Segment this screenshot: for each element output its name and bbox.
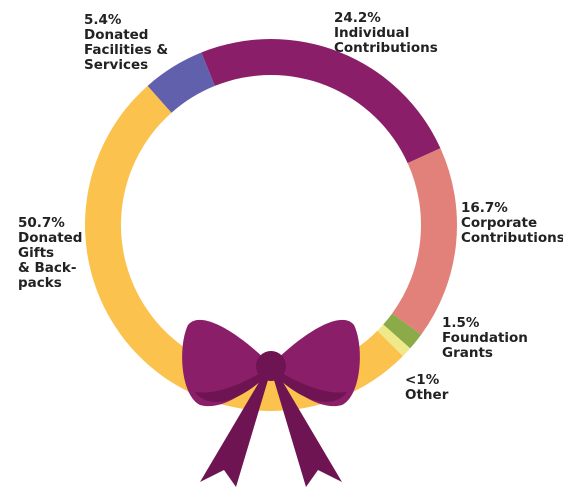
donut — [85, 39, 457, 411]
category-label: Foundation — [442, 330, 528, 346]
segment-label: <1%Other — [405, 372, 449, 403]
value-label: 50.7% — [18, 215, 65, 231]
donut-segment — [85, 85, 403, 411]
category-label: Donated — [84, 27, 148, 43]
value-label: 24.2% — [334, 10, 381, 26]
value-label: <1% — [405, 372, 440, 388]
category-label: Corporate — [461, 215, 537, 231]
category-label: Services — [84, 57, 148, 73]
bow-shade — [280, 372, 347, 402]
donut-segment — [377, 324, 411, 357]
category-label: Contributions — [461, 230, 563, 246]
category-label: Gifts — [18, 245, 54, 261]
category-label: Other — [405, 387, 449, 403]
ribbon-tail — [271, 362, 342, 487]
category-label: packs — [18, 275, 62, 291]
category-label: Grants — [442, 345, 493, 361]
value-label: 16.7% — [461, 200, 508, 216]
donut-segment — [383, 313, 422, 349]
category-label: Donated — [18, 230, 82, 246]
category-label: Contributions — [334, 40, 438, 56]
category-label: Facilities & — [84, 42, 168, 58]
category-label: & Back- — [18, 260, 76, 276]
bow-decoration — [182, 319, 360, 487]
bow-shade — [195, 372, 262, 402]
ribbon-tail — [200, 362, 271, 487]
category-label: Individual — [334, 25, 409, 41]
value-label: 5.4% — [84, 12, 122, 28]
bow-knot — [256, 351, 286, 381]
value-label: 1.5% — [442, 315, 480, 331]
donut-segment — [201, 39, 441, 164]
donut-segment — [147, 52, 215, 113]
donut-segment — [392, 148, 457, 335]
